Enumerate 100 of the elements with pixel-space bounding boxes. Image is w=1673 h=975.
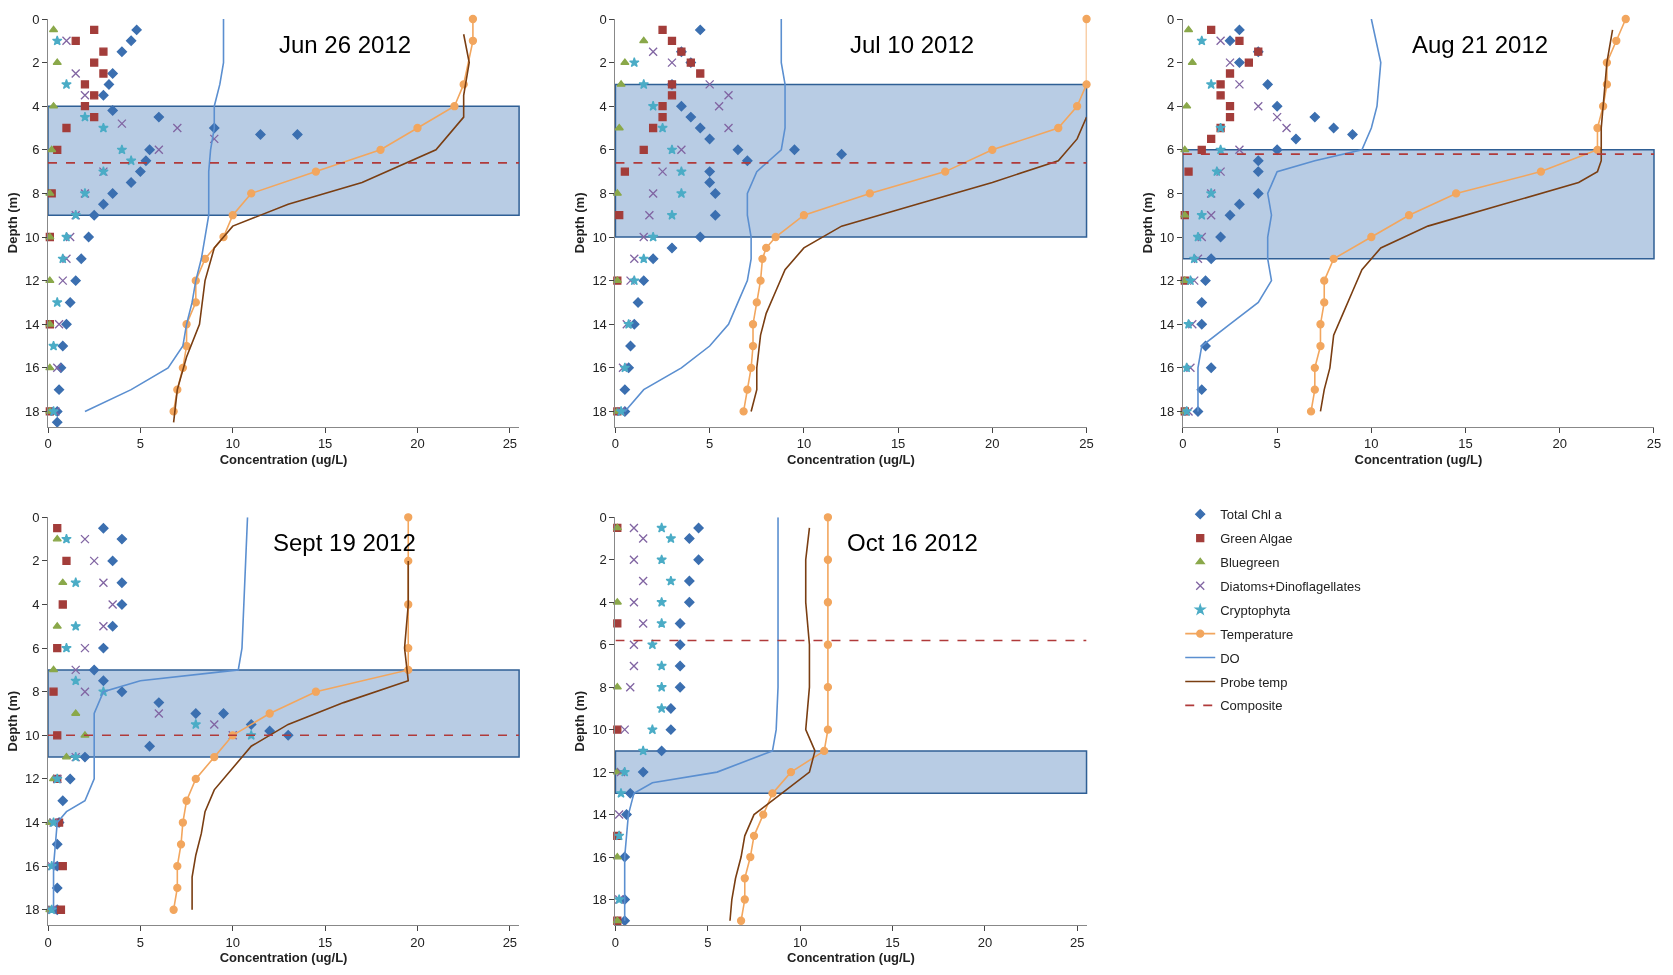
y-axis-title: Depth (m) [572, 690, 588, 752]
y-tick-label: 0 [32, 509, 40, 525]
x-tick-label: 5 [136, 436, 144, 452]
y-tick-label: 4 [599, 98, 607, 114]
y-tick-label: 16 [1159, 360, 1175, 376]
x-axis-title: Concentration (ug/L) [787, 451, 915, 467]
y-tick-label: 8 [32, 684, 40, 700]
y-tick-label: 14 [24, 316, 40, 332]
x-tick-label: 10 [225, 436, 240, 452]
x-tick-label: 0 [1179, 436, 1187, 452]
y-tick-label: 18 [1159, 403, 1175, 419]
legend-label: Total Chl a [1220, 507, 1283, 523]
y-tick-label: 18 [24, 902, 40, 918]
y-tick-label: 0 [599, 11, 607, 27]
y-tick-label: 2 [599, 552, 607, 568]
y-tick-label: 8 [32, 185, 40, 201]
text: Oct 16 2012 [847, 529, 978, 556]
x-axis-title: Concentration (ug/L) [787, 950, 915, 966]
legend-label: Diatoms+Dinoflagellates [1220, 578, 1362, 594]
x-tick-label: 5 [1273, 436, 1281, 452]
x-tick-label: 25 [502, 934, 518, 950]
legend-label: Probe temp [1220, 674, 1288, 690]
y-axis-title: Depth (m) [4, 192, 20, 254]
x-tick-label: 20 [1552, 436, 1568, 452]
x-tick-label: 0 [44, 934, 52, 950]
y-tick-label: 10 [24, 229, 40, 245]
x-tick-label: 0 [611, 934, 620, 950]
y-tick-label: 16 [592, 849, 607, 865]
x-tick-label: 0 [611, 436, 620, 452]
y-tick-label: 4 [32, 597, 40, 613]
x-tick-label: 10 [792, 934, 808, 950]
text: Jul 10 2012 [850, 31, 975, 58]
y-tick-label: 14 [1159, 316, 1175, 332]
x-axis-title: Concentration (ug/L) [1354, 451, 1483, 467]
y-tick-label: 4 [1167, 98, 1175, 114]
y-tick-label: 14 [592, 807, 607, 823]
x-tick-label: 10 [796, 436, 812, 452]
y-tick-label: 6 [1167, 142, 1175, 158]
y-tick-label: 6 [32, 640, 40, 656]
x-tick-label: 5 [706, 436, 714, 452]
x-tick-label: 5 [704, 934, 712, 950]
y-tick-label: 12 [592, 273, 607, 289]
y-tick-label: 10 [592, 229, 607, 245]
x-tick-label: 5 [136, 934, 144, 950]
y-axis-title: Depth (m) [1139, 192, 1155, 254]
y-tick-label: 16 [24, 360, 40, 376]
y-tick-label: 6 [599, 637, 607, 653]
text: Jun 26 2012 [279, 31, 412, 58]
y-tick-label: 0 [1167, 11, 1175, 27]
y-tick-label: 6 [32, 142, 40, 158]
x-tick-label: 15 [890, 436, 906, 452]
x-tick-label: 15 [317, 934, 333, 950]
y-tick-label: 2 [32, 55, 40, 71]
y-axis-title: Depth (m) [4, 690, 20, 752]
x-tick-label: 15 [1458, 436, 1473, 452]
y-tick-label: 12 [1159, 273, 1175, 289]
y-tick-label: 0 [599, 509, 607, 525]
y-axis-title: Depth (m) [572, 192, 588, 254]
legend-label: Temperature [1220, 626, 1294, 642]
y-tick-label: 0 [32, 11, 40, 27]
y-tick-label: 10 [1159, 229, 1175, 245]
x-tick-label: 25 [1070, 934, 1085, 950]
y-tick-label: 12 [24, 771, 40, 787]
x-axis-title: Concentration (ug/L) [219, 950, 348, 966]
x-tick-label: 15 [317, 436, 333, 452]
y-tick-label: 12 [24, 273, 40, 289]
x-tick-label: 0 [44, 436, 52, 452]
y-tick-label: 6 [599, 142, 607, 158]
x-tick-label: 20 [985, 436, 1000, 452]
x-tick-label: 25 [1646, 436, 1662, 452]
y-tick-label: 18 [24, 403, 40, 419]
y-tick-label: 18 [592, 892, 607, 908]
y-tick-label: 10 [24, 727, 40, 743]
text: Aug 21 2012 [1412, 31, 1549, 58]
x-tick-label: 15 [885, 934, 900, 950]
y-tick-label: 18 [592, 403, 607, 419]
y-tick-label: 12 [592, 764, 607, 780]
x-tick-label: 20 [977, 934, 993, 950]
legend-label: Composite [1220, 698, 1283, 714]
y-tick-label: 2 [1167, 55, 1175, 71]
y-tick-label: 14 [592, 316, 607, 332]
x-tick-label: 10 [1364, 436, 1379, 452]
y-tick-label: 8 [599, 185, 607, 201]
y-tick-label: 16 [592, 360, 607, 376]
legend-label: Cryptophyta [1220, 602, 1292, 618]
x-tick-label: 10 [225, 934, 240, 950]
x-axis-title: Concentration (ug/L) [219, 451, 348, 467]
legend-label: Bluegreen [1220, 555, 1280, 570]
y-tick-label: 10 [592, 722, 607, 738]
x-tick-label: 20 [410, 436, 425, 452]
y-tick-label: 16 [24, 858, 40, 874]
y-tick-label: 4 [599, 594, 607, 610]
legend-label: Green Algae [1220, 531, 1293, 547]
y-tick-label: 4 [32, 98, 40, 114]
y-tick-label: 14 [24, 815, 40, 831]
y-tick-label: 8 [1167, 185, 1175, 201]
legend-label: DO [1220, 650, 1240, 666]
x-tick-label: 25 [502, 436, 518, 452]
x-tick-label: 25 [1079, 436, 1094, 452]
y-tick-label: 2 [599, 55, 607, 71]
